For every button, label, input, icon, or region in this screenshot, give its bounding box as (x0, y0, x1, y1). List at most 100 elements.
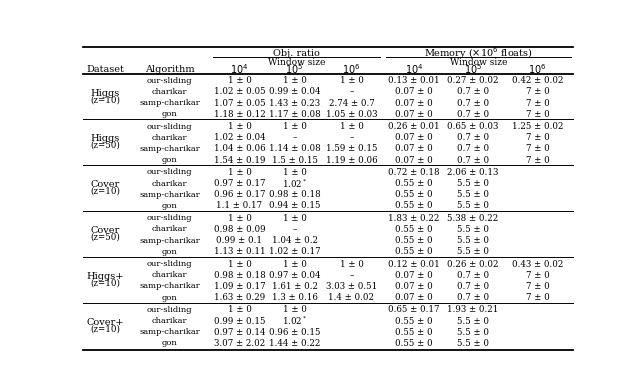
Text: 0.27 ± 0.02: 0.27 ± 0.02 (447, 76, 499, 85)
Text: 7 ± 0: 7 ± 0 (525, 293, 549, 302)
Text: 0.99 ± 0.15: 0.99 ± 0.15 (214, 317, 265, 326)
Text: 7 ± 0: 7 ± 0 (525, 271, 549, 280)
Text: $10^6$: $10^6$ (528, 62, 547, 76)
Text: 1.5 ± 0.15: 1.5 ± 0.15 (271, 155, 317, 165)
Text: (z=10): (z=10) (90, 278, 120, 287)
Text: –: – (349, 271, 354, 280)
Text: our-sliding: our-sliding (147, 77, 192, 85)
Text: 1.25 ± 0.02: 1.25 ± 0.02 (512, 122, 563, 131)
Text: $10^4$: $10^4$ (230, 62, 249, 76)
Text: Higgs+: Higgs+ (87, 272, 124, 281)
Text: Dataset: Dataset (86, 65, 124, 74)
Text: 5.5 ± 0: 5.5 ± 0 (457, 201, 489, 211)
Text: 0.13 ± 0.01: 0.13 ± 0.01 (388, 76, 440, 85)
Text: gon: gon (161, 202, 177, 210)
Text: 3.03 ± 0.51: 3.03 ± 0.51 (326, 282, 377, 291)
Text: 0.7 ± 0: 0.7 ± 0 (457, 271, 489, 280)
Text: 0.7 ± 0: 0.7 ± 0 (457, 293, 489, 302)
Text: 0.07 ± 0: 0.07 ± 0 (395, 144, 433, 154)
Text: 1 ± 0: 1 ± 0 (340, 260, 364, 269)
Text: 0.65 ± 0.17: 0.65 ± 0.17 (388, 305, 440, 314)
Text: Cover: Cover (91, 226, 120, 235)
Text: Algorithm: Algorithm (145, 65, 194, 74)
Text: samp-charikar: samp-charikar (139, 237, 200, 244)
Text: our-sliding: our-sliding (147, 169, 192, 176)
Text: –: – (292, 133, 297, 142)
Text: 1.1 ± 0.17: 1.1 ± 0.17 (216, 201, 262, 211)
Text: 1 ± 0: 1 ± 0 (283, 76, 307, 85)
Text: –: – (349, 133, 354, 142)
Text: charikar: charikar (152, 225, 187, 233)
Text: samp-charikar: samp-charikar (139, 282, 200, 291)
Text: 1.09 ± 0.17: 1.09 ± 0.17 (214, 282, 265, 291)
Text: 0.96 ± 0.17: 0.96 ± 0.17 (214, 190, 265, 199)
Text: 0.07 ± 0: 0.07 ± 0 (395, 155, 433, 165)
Text: Higgs: Higgs (91, 89, 120, 97)
Text: 1.61 ± 0.2: 1.61 ± 0.2 (271, 282, 317, 291)
Text: 1.04 ± 0.06: 1.04 ± 0.06 (214, 144, 265, 154)
Text: 5.5 ± 0: 5.5 ± 0 (457, 236, 489, 245)
Text: 0.55 ± 0: 0.55 ± 0 (395, 328, 433, 337)
Text: gon: gon (161, 294, 177, 302)
Text: 1 ± 0: 1 ± 0 (227, 305, 252, 314)
Text: our-sliding: our-sliding (147, 214, 192, 222)
Text: 1.17 ± 0.08: 1.17 ± 0.08 (269, 110, 321, 119)
Text: 5.5 ± 0: 5.5 ± 0 (457, 247, 489, 256)
Text: 1.44 ± 0.22: 1.44 ± 0.22 (269, 339, 320, 348)
Text: gon: gon (161, 339, 177, 347)
Text: 0.07 ± 0: 0.07 ± 0 (395, 282, 433, 291)
Text: 1 ± 0: 1 ± 0 (340, 76, 364, 85)
Text: 0.99 ± 0.1: 0.99 ± 0.1 (216, 236, 262, 245)
Text: 0.65 ± 0.03: 0.65 ± 0.03 (447, 122, 499, 131)
Text: Memory ($\times$10$^6$ floats): Memory ($\times$10$^6$ floats) (424, 45, 533, 61)
Text: samp-charikar: samp-charikar (139, 145, 200, 153)
Text: 1.93 ± 0.21: 1.93 ± 0.21 (447, 305, 499, 314)
Text: 3.07 ± 2.02: 3.07 ± 2.02 (214, 339, 265, 348)
Text: charikar: charikar (152, 134, 187, 142)
Text: 0.7 ± 0: 0.7 ± 0 (457, 144, 489, 154)
Text: our-sliding: our-sliding (147, 123, 192, 131)
Text: 0.96 ± 0.15: 0.96 ± 0.15 (269, 328, 320, 337)
Text: 7 ± 0: 7 ± 0 (525, 282, 549, 291)
Text: 1.63 ± 0.29: 1.63 ± 0.29 (214, 293, 265, 302)
Text: 1.02 ± 0.04: 1.02 ± 0.04 (214, 133, 265, 142)
Text: 0.94 ± 0.15: 0.94 ± 0.15 (269, 201, 320, 211)
Text: 0.55 ± 0: 0.55 ± 0 (395, 201, 433, 211)
Text: charikar: charikar (152, 180, 187, 187)
Text: (z=10): (z=10) (90, 187, 120, 196)
Text: 1 ± 0: 1 ± 0 (283, 168, 307, 177)
Text: 0.55 ± 0: 0.55 ± 0 (395, 247, 433, 256)
Text: 1 ± 0: 1 ± 0 (227, 122, 252, 131)
Text: 7 ± 0: 7 ± 0 (525, 99, 549, 108)
Text: 0.55 ± 0: 0.55 ± 0 (395, 179, 433, 188)
Text: charikar: charikar (152, 271, 187, 279)
Text: 0.55 ± 0: 0.55 ± 0 (395, 317, 433, 326)
Text: 1.59 ± 0.15: 1.59 ± 0.15 (326, 144, 377, 154)
Text: 1 ± 0: 1 ± 0 (227, 168, 252, 177)
Text: 5.5 ± 0: 5.5 ± 0 (457, 179, 489, 188)
Text: 5.5 ± 0: 5.5 ± 0 (457, 328, 489, 337)
Text: 1.02 ± 0.05: 1.02 ± 0.05 (214, 87, 265, 96)
Text: Window size: Window size (450, 58, 508, 67)
Text: 0.55 ± 0: 0.55 ± 0 (395, 190, 433, 199)
Text: 5.38 ± 0.22: 5.38 ± 0.22 (447, 214, 499, 223)
Text: 0.07 ± 0: 0.07 ± 0 (395, 99, 433, 108)
Text: 1 ± 0: 1 ± 0 (227, 214, 252, 223)
Text: 1.54 ± 0.19: 1.54 ± 0.19 (214, 155, 265, 165)
Text: samp-charikar: samp-charikar (139, 99, 200, 107)
Text: Window size: Window size (268, 58, 325, 67)
Text: (z=50): (z=50) (90, 141, 120, 150)
Text: samp-charikar: samp-charikar (139, 328, 200, 336)
Text: 0.12 ± 0.01: 0.12 ± 0.01 (388, 260, 440, 269)
Text: $10^4$: $10^4$ (404, 62, 423, 76)
Text: 0.99 ± 0.04: 0.99 ± 0.04 (269, 87, 320, 96)
Text: (z=50): (z=50) (90, 232, 120, 241)
Text: our-sliding: our-sliding (147, 306, 192, 314)
Text: 0.55 ± 0: 0.55 ± 0 (395, 225, 433, 234)
Text: 1.14 ± 0.08: 1.14 ± 0.08 (269, 144, 321, 154)
Text: 0.7 ± 0: 0.7 ± 0 (457, 133, 489, 142)
Text: 1.43 ± 0.23: 1.43 ± 0.23 (269, 99, 320, 108)
Text: 1.4 ± 0.02: 1.4 ± 0.02 (328, 293, 374, 302)
Text: gon: gon (161, 248, 177, 256)
Text: $10^5$: $10^5$ (285, 62, 303, 76)
